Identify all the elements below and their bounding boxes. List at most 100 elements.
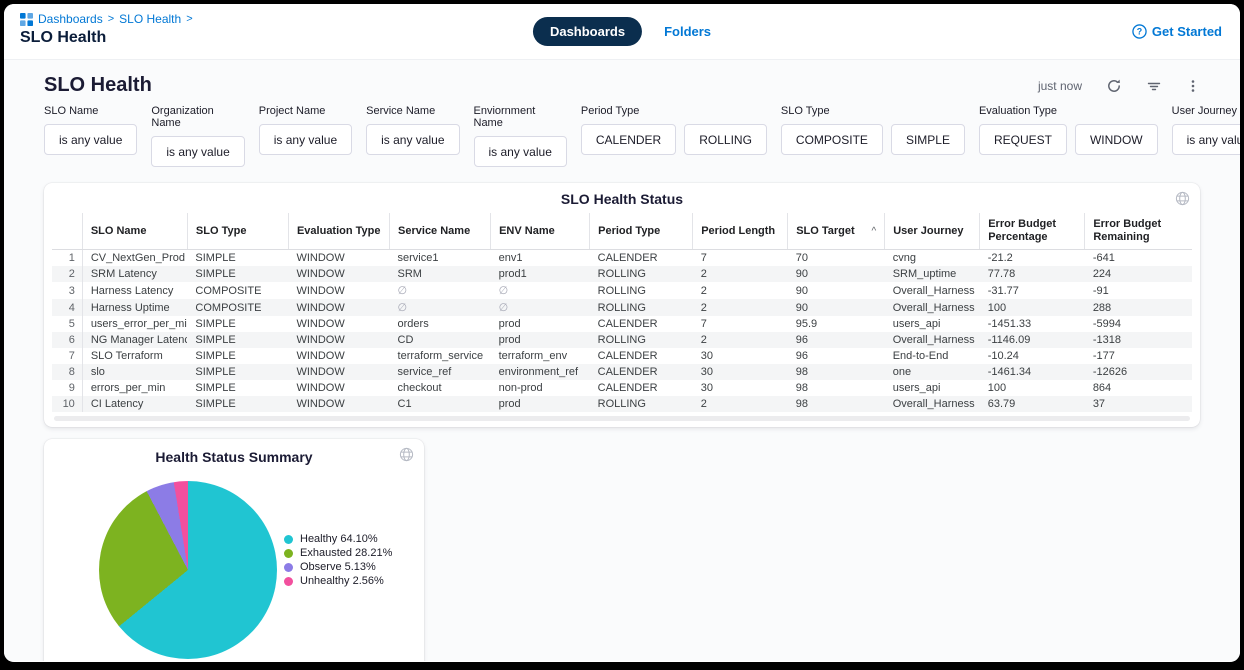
table-cell: End-to-End [892, 350, 949, 362]
table-cell: Harness Uptime [90, 301, 170, 314]
table-cell: 98 [795, 382, 808, 394]
breadcrumb-item-dashboards[interactable]: Dashboards [38, 12, 103, 26]
table-cell: 2 [700, 398, 707, 410]
filter-group: Period Type CALENDER ROLLING [580, 105, 767, 167]
breadcrumb-item-slo-health[interactable]: SLO Health [119, 12, 182, 26]
table-cell: 77.78 [987, 268, 1016, 280]
table-row[interactable]: 8 slo SIMPLE WINDOW service_ref environment_r… [52, 364, 1192, 380]
tab-dashboards[interactable]: Dashboards [532, 17, 643, 46]
table-cell: 96 [795, 334, 808, 346]
column-header[interactable]: Period Type [589, 213, 693, 250]
get-started-link[interactable]: ? Get Started [1132, 24, 1222, 39]
filter-group: SLO Type COMPOSITE SIMPLE [780, 105, 965, 167]
legend-item[interactable]: Healthy 64.10% [284, 532, 392, 546]
filter-value-button[interactable]: WINDOW [1074, 124, 1158, 155]
filter-label: Evaluation Type [978, 105, 1058, 117]
table-row[interactable]: 5 users_error_per_min SIMPLE WINDOW orders pr… [52, 316, 1192, 332]
table-cell: users_error_per_min [90, 318, 188, 330]
column-header[interactable]: SLO Type [186, 213, 289, 250]
table-row[interactable]: 3 Harness Latency COMPOSITE WINDOW ∅ ∅ ROLLING… [52, 282, 1192, 299]
filter-icon[interactable] [1146, 78, 1162, 94]
filter-value-button[interactable]: is any value [473, 136, 567, 167]
table-cell: SRM_uptime [892, 268, 957, 280]
filter-value-button[interactable]: SIMPLE [890, 124, 965, 155]
globe-icon[interactable] [399, 447, 414, 467]
column-header[interactable]: SLO Name [81, 213, 188, 250]
table-row[interactable]: 1 CV_NextGen_Prod SIMPLE WINDOW service1 env1… [52, 249, 1192, 266]
filter-label: SLO Name [44, 105, 99, 117]
table-cell: ROLLING [597, 268, 646, 280]
table-row[interactable]: 9 errors_per_min SIMPLE WINDOW checkout non-p… [52, 380, 1192, 396]
health-status-pie-chart[interactable] [99, 481, 277, 659]
table-cell: orders [397, 318, 429, 330]
table-cell: COMPOSITE [195, 301, 262, 314]
table-cell: prod [498, 318, 521, 330]
row-number: 8 [52, 364, 83, 380]
filter-value-button[interactable]: is any value [258, 124, 353, 155]
legend-label: Observe 5.13% [300, 561, 376, 573]
table-cell: -12626 [1092, 366, 1128, 378]
column-header[interactable]: SLO Target ^ [787, 213, 885, 250]
row-number: 4 [52, 299, 83, 316]
table-cell: 100 [987, 382, 1007, 394]
filter-value-button[interactable]: is any value [1171, 124, 1240, 155]
table-cell: CALENDER [597, 382, 658, 394]
filter-value-button[interactable]: REQUEST [978, 124, 1067, 155]
legend-item[interactable]: Observe 5.13% [284, 560, 392, 574]
column-header[interactable]: ENV Name [490, 213, 590, 250]
filter-value-button[interactable]: is any value [44, 124, 138, 155]
table-cell: SLO Terraform [90, 350, 163, 362]
table-cell: environment_ref [498, 366, 579, 378]
table-row[interactable]: 2 SRM Latency SIMPLE WINDOW SRM prod1 ROLLING 2… [52, 266, 1192, 282]
filter-label: Enviornment Name [473, 105, 536, 129]
table-cell: -1461.34 [987, 366, 1032, 378]
table-cell: ROLLING [597, 284, 646, 297]
table-row[interactable]: 6 NG Manager Latency SIMPLE WINDOW CD prod ROL… [52, 332, 1192, 348]
legend-color-dot [284, 548, 293, 558]
table-row[interactable]: 4 Harness Uptime COMPOSITE WINDOW ∅ ∅ ROLLING 2… [52, 299, 1192, 316]
filter-value-button[interactable]: ROLLING [684, 124, 767, 155]
filter-value-button[interactable]: COMPOSITE [780, 124, 883, 155]
globe-icon[interactable] [1175, 191, 1190, 211]
kebab-menu-icon[interactable] [1186, 78, 1200, 94]
breadcrumb-separator: > [107, 13, 115, 25]
table-cell: 90 [795, 284, 808, 297]
filter-value-button[interactable]: CALENDER [580, 124, 677, 155]
refresh-icon[interactable] [1106, 78, 1122, 94]
horizontal-scrollbar[interactable] [54, 416, 1190, 421]
table-cell: 70 [795, 252, 808, 264]
row-number: 3 [52, 282, 83, 299]
column-header[interactable]: Service Name [389, 213, 491, 250]
table-cell: -21.2 [987, 252, 1013, 264]
column-header[interactable]: Error Budget Remaining [1084, 213, 1192, 250]
column-header[interactable]: Period Length [692, 213, 788, 250]
column-header[interactable]: Error Budget Percentage [979, 213, 1085, 250]
legend-label: Unhealthy 2.56% [300, 575, 384, 587]
legend-color-dot [284, 534, 293, 544]
table-cell: 90 [795, 268, 808, 280]
filter-value-button[interactable]: is any value [151, 136, 245, 167]
table-cell: SRM [397, 268, 422, 280]
tab-folders[interactable]: Folders [664, 24, 712, 39]
row-number: 9 [52, 380, 83, 396]
slo-health-status-card: SLO Health Status SLO Name SLO Type Evalua… [44, 183, 1200, 427]
column-header[interactable]: Evaluation Type [287, 213, 390, 250]
table-cell: WINDOW [296, 301, 345, 314]
table-row[interactable]: 10 CI Latency SIMPLE WINDOW C1 prod ROLLING 2 98… [52, 396, 1192, 412]
table-cell: terraform_env [498, 350, 568, 362]
filter-group: Enviornment Name is any value [473, 105, 567, 167]
row-number: 7 [52, 348, 83, 364]
filter-value-button[interactable]: is any value [366, 124, 460, 155]
table-row[interactable]: 7 SLO Terraform SIMPLE WINDOW terraform_serv… [52, 348, 1192, 364]
table-cell: users_api [892, 318, 941, 330]
legend-item[interactable]: Exhausted 28.21% [284, 546, 392, 560]
table-cell: 30 [700, 350, 713, 362]
legend-item[interactable]: Unhealthy 2.56% [284, 574, 392, 588]
column-header[interactable]: User Journey [884, 213, 980, 250]
table-cell: 224 [1092, 268, 1112, 280]
legend-color-dot [284, 576, 293, 586]
table-cell: WINDOW [296, 318, 345, 330]
table-cell: WINDOW [296, 382, 345, 394]
table-cell: Overall_Harness [892, 398, 975, 410]
table-cell: -31.77 [987, 284, 1019, 297]
